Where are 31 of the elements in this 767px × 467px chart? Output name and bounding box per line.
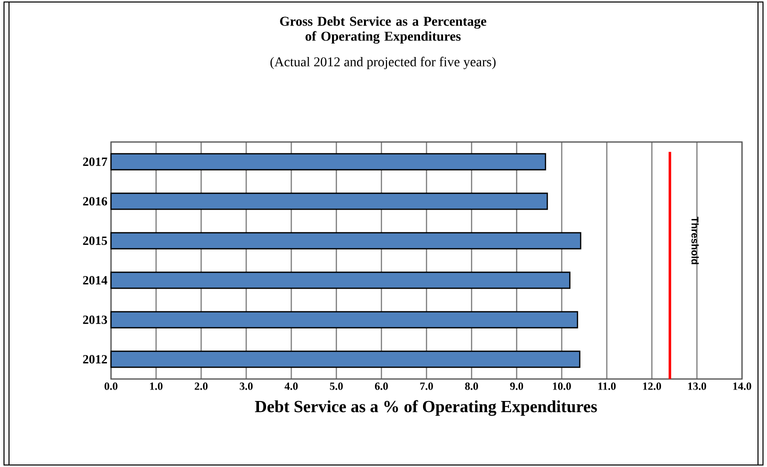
bar xyxy=(110,272,570,289)
chart-title: Gross Debt Service as a Percentage of Operating Expenditures xyxy=(280,16,486,44)
bar xyxy=(110,350,580,368)
x-tick-label: 12.0 xyxy=(643,382,662,390)
x-tick-label: 8.0 xyxy=(465,382,478,390)
bar xyxy=(110,232,582,250)
x-tick-label: 13.0 xyxy=(688,382,706,390)
y-tick-label: 2014 xyxy=(83,276,108,284)
x-tick-label: 2.0 xyxy=(194,382,208,390)
x-tick-label: 14.0 xyxy=(733,382,752,390)
bar xyxy=(110,311,578,328)
y-tick-label: 2016 xyxy=(83,197,108,206)
x-tick-label: 7.0 xyxy=(420,382,433,390)
bar xyxy=(110,192,548,210)
ref-line-label: Threshold xyxy=(691,216,699,264)
x-tick-label: 11.0 xyxy=(598,382,616,390)
y-tick-label: 2013 xyxy=(83,316,108,324)
y-tick-label: 2017 xyxy=(83,158,108,166)
y-tick-label: 2012 xyxy=(83,355,107,364)
x-tick-label: 4.0 xyxy=(284,382,298,390)
x-tick-label: 5.0 xyxy=(330,382,343,390)
x-tick-label: 3.0 xyxy=(240,382,253,390)
y-tick-label: 2015 xyxy=(83,236,108,245)
x-tick-label: 6.0 xyxy=(374,382,388,390)
x-tick-label: 1.0 xyxy=(150,382,163,390)
bar xyxy=(110,153,546,170)
chart-subtitle: (Actual 2012 and projected for five years) xyxy=(270,56,496,70)
x-tick-label: 10.0 xyxy=(553,382,571,390)
x-tick-label: 0.0 xyxy=(104,382,118,390)
x-tick-label: 9.0 xyxy=(510,382,524,390)
x-axis-title: Debt Service as a % of Operating Expenditures xyxy=(254,400,597,416)
